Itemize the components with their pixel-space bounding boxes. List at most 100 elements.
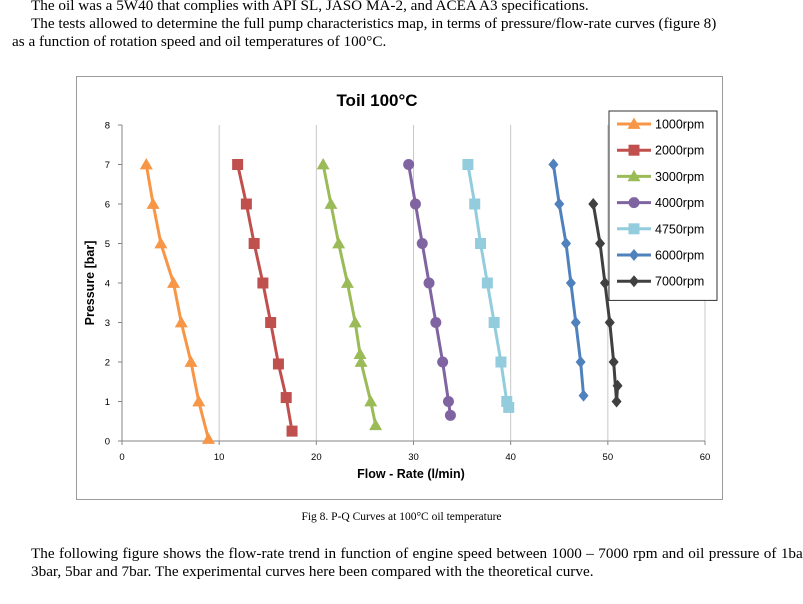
data-point-4750rpm — [475, 238, 487, 249]
data-point-4000rpm — [437, 356, 449, 368]
legend-marker-4000rpm — [628, 197, 640, 209]
y-tick-label: 4 — [105, 279, 110, 290]
data-point-1000rpm — [139, 158, 153, 170]
data-point-3000rpm — [348, 316, 362, 328]
data-point-2000rpm — [280, 392, 292, 404]
data-point-4750rpm — [503, 401, 515, 413]
series-7000rpm — [588, 198, 623, 408]
series-4000rpm — [403, 159, 456, 421]
data-point-6000rpm — [548, 158, 559, 171]
figure-caption: Fig 8. P-Q Curves at 100°C oil temperatu… — [301, 511, 502, 523]
data-point-1000rpm — [174, 316, 188, 328]
series-3000rpm — [316, 158, 383, 431]
data-point-1000rpm — [192, 395, 206, 407]
series-4750rpm — [462, 159, 515, 413]
paragraph-tests-line2: as a function of rotation speed and oil … — [12, 33, 387, 50]
data-point-4000rpm — [444, 409, 456, 421]
legend-marker-3000rpm — [627, 169, 641, 182]
series-2000rpm — [232, 159, 298, 437]
x-tick-label: 0 — [119, 452, 124, 463]
data-point-6000rpm — [578, 389, 589, 402]
legend-marker-2000rpm — [628, 144, 640, 156]
y-tick-label: 2 — [105, 358, 110, 369]
data-point-3000rpm — [364, 395, 378, 407]
chart-legend: 1000rpm 2000rpm 3000rpm 4000rpm 4750rpm 6000r… — [608, 110, 718, 301]
data-point-3000rpm — [316, 158, 330, 170]
legend-marker-1000rpm — [627, 117, 641, 129]
data-point-6000rpm — [554, 198, 565, 210]
legend-label-3000rpm: 3000rpm — [655, 170, 704, 184]
x-tick-label: 50 — [603, 452, 614, 463]
x-tick-label: 60 — [700, 452, 711, 463]
x-tick-label: 20 — [311, 452, 322, 463]
paragraph-flow-rate-trend: The following figure shows the flow-rate… — [31, 545, 803, 580]
data-point-6000rpm — [561, 237, 572, 250]
data-point-1000rpm — [184, 355, 198, 367]
legend-label-1000rpm: 1000rpm — [655, 118, 704, 132]
x-tick-label: 10 — [214, 452, 225, 463]
data-point-4750rpm — [481, 277, 493, 289]
y-tick-label: 8 — [105, 121, 110, 132]
y-tick-label: 6 — [105, 200, 110, 211]
data-point-7000rpm — [608, 356, 619, 368]
data-point-4000rpm — [442, 396, 454, 407]
data-point-2000rpm — [248, 238, 260, 249]
data-point-1000rpm — [166, 276, 180, 288]
data-point-2000rpm — [257, 277, 269, 289]
data-point-4000rpm — [409, 198, 421, 210]
data-point-4750rpm — [495, 356, 507, 368]
x-tick-label: 30 — [408, 452, 419, 463]
data-point-7000rpm — [604, 316, 615, 329]
chart-series — [139, 158, 623, 444]
data-point-2000rpm — [265, 317, 277, 328]
y-tick-label: 5 — [105, 239, 110, 250]
series-line-1000rpm — [144, 164, 210, 440]
data-point-6000rpm — [570, 316, 581, 329]
data-point-2000rpm — [240, 198, 252, 210]
data-point-7000rpm — [588, 198, 599, 210]
data-point-7000rpm — [595, 237, 606, 250]
data-point-4000rpm — [416, 238, 428, 249]
data-point-1000rpm — [146, 197, 160, 209]
legend-box — [608, 110, 718, 301]
data-point-3000rpm — [332, 237, 346, 249]
data-point-2000rpm — [286, 425, 298, 437]
x-tick-label: 40 — [505, 452, 516, 463]
x-axis-label: Flow - Rate (l/min) — [357, 467, 465, 481]
y-tick-label: 0 — [105, 437, 110, 448]
legend-label-2000rpm: 2000rpm — [655, 144, 704, 158]
series-line-4000rpm — [407, 164, 452, 416]
data-point-1000rpm — [154, 237, 168, 249]
data-point-6000rpm — [565, 277, 576, 289]
data-point-4000rpm — [403, 159, 415, 170]
legend-marker-4750rpm — [628, 223, 640, 235]
data-point-6000rpm — [575, 356, 586, 368]
data-point-3000rpm — [340, 276, 354, 288]
series-line-4750rpm — [466, 164, 511, 408]
legend-marker-7000rpm — [629, 275, 639, 288]
data-point-3000rpm — [369, 418, 383, 431]
legend-marker-6000rpm — [629, 249, 639, 261]
paragraph-oil-spec: The oil was a 5W40 that complies with AP… — [31, 0, 589, 14]
data-point-3000rpm — [324, 197, 338, 209]
data-point-3000rpm — [353, 347, 367, 359]
legend-label-7000rpm: 7000rpm — [655, 275, 704, 289]
data-point-4000rpm — [430, 317, 442, 328]
data-point-4750rpm — [462, 159, 474, 170]
data-point-4750rpm — [501, 396, 513, 407]
legend-label-6000rpm: 6000rpm — [655, 249, 704, 263]
chart-axes: 0 1 2 3 4 5 6 7 8 0 10 20 30 40 50 60 — [105, 121, 711, 464]
legend-label-4000rpm: 4000rpm — [655, 196, 704, 210]
paragraph-tests-line1: The tests allowed to determine the full … — [31, 15, 717, 32]
y-axis-label: Pressure [bar] — [83, 241, 97, 326]
data-point-4750rpm — [469, 198, 481, 210]
data-point-7000rpm — [599, 277, 610, 289]
y-tick-label: 1 — [105, 397, 110, 408]
data-point-1000rpm — [201, 432, 215, 444]
data-point-4750rpm — [488, 317, 500, 328]
data-point-2000rpm — [232, 159, 244, 170]
data-point-7000rpm — [612, 379, 623, 392]
series-6000rpm — [548, 158, 589, 402]
pq-curves-chart: 0 1 2 3 4 5 6 7 8 0 10 20 30 40 50 60 Toil 100°C Flow -… — [83, 91, 718, 481]
paragraph-tests: The tests allowed to determine the full … — [12, 15, 792, 51]
